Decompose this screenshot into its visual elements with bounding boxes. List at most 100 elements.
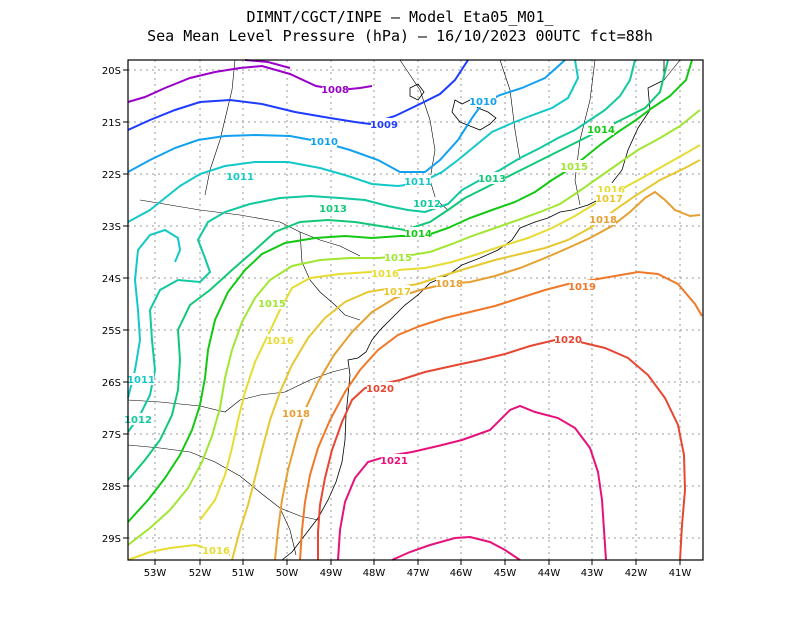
- contour-label: 1017: [595, 194, 623, 205]
- y-tick-label: 27S: [102, 430, 121, 441]
- x-tick-label: 46W: [450, 568, 473, 579]
- contour-label-bg: [372, 267, 398, 279]
- contour-label: 1010: [469, 97, 497, 108]
- x-tick-label: 47W: [407, 568, 430, 579]
- coastline-island: [451, 99, 497, 131]
- isobar-1020: [317, 338, 687, 561]
- isobar-1021: [391, 535, 521, 561]
- contour-label: 1008: [321, 85, 349, 96]
- contour-label: 1013: [478, 174, 506, 185]
- contour-label: 1018: [589, 215, 617, 226]
- contour-label: 1015: [560, 162, 588, 173]
- x-tick-label: 45W: [494, 568, 517, 579]
- x-tick-label: 49W: [320, 568, 343, 579]
- y-tick-label: 21S: [102, 118, 121, 129]
- contour-label: 1012: [413, 199, 441, 210]
- isobar-1013: [127, 59, 669, 481]
- contour-label: 1011: [127, 375, 155, 386]
- isobar-1011: [127, 59, 580, 223]
- contour-label: 1011: [404, 177, 432, 188]
- x-tick-label: 42W: [625, 568, 648, 579]
- contour-label-bg: [203, 544, 229, 556]
- contour-label-bg: [371, 118, 397, 130]
- contour-label-bg: [561, 160, 587, 172]
- contour-label: 1017: [383, 287, 411, 298]
- isobar-1014: [127, 59, 693, 523]
- contour-label-bg: [479, 172, 505, 184]
- x-tick-label: 53W: [144, 568, 167, 579]
- x-tick-label: 43W: [581, 568, 604, 579]
- contour-label-bg: [590, 213, 616, 225]
- contour-label: 1016: [597, 185, 625, 196]
- border-path: [279, 507, 297, 556]
- y-tick-label: 24S: [102, 274, 121, 285]
- y-tick-label: 22S: [102, 170, 121, 181]
- contour-label: 1012: [124, 415, 152, 426]
- isobar-1015: [127, 109, 701, 546]
- y-tick-label: 20S: [102, 66, 121, 77]
- contour-label-bg: [322, 83, 348, 95]
- border-path: [127, 444, 319, 521]
- contour-label-bg: [555, 333, 581, 345]
- contour-label: 1019: [568, 282, 596, 293]
- chart-title: DIMNT/CGCT/INPE – Model Eta05_M01_: [246, 8, 554, 26]
- y-tick-label: 23S: [102, 222, 121, 233]
- chart-subtitle: Sea Mean Level Pressure (hPa) – 16/10/20…: [147, 27, 653, 45]
- contour-label: 1016: [202, 546, 230, 557]
- contour-label: 1016: [266, 336, 294, 347]
- isobar-1009: [127, 59, 469, 131]
- isobar-1010: [127, 59, 566, 173]
- y-tick-label: 25S: [102, 326, 121, 337]
- contour-label-bg: [128, 373, 154, 385]
- contour-label: 1009: [370, 120, 398, 131]
- coastline-island: [409, 83, 425, 101]
- x-tick-label: 51W: [232, 568, 255, 579]
- contour-label: 1021: [380, 456, 408, 467]
- contour-label: 1014: [404, 229, 432, 240]
- contour-label: 1011: [226, 172, 254, 183]
- border-path: [663, 59, 681, 81]
- border-path: [299, 231, 361, 321]
- contour-label-bg: [267, 334, 293, 346]
- contour-label-bg: [569, 280, 595, 292]
- contour-label-bg: [436, 277, 462, 289]
- contour-label-bg: [588, 123, 614, 135]
- x-tick-label: 50W: [276, 568, 299, 579]
- axis-ticks: 53W 52W 51W 50W 49W 48W 47W 46W 45W 44W 43W 42W 41W 2…: [102, 66, 691, 579]
- contour-label-bg: [596, 192, 622, 204]
- isobar-1008: [244, 59, 291, 69]
- isobar-1012: [127, 59, 636, 433]
- contour-label: 1020: [554, 335, 582, 346]
- contour-label: 1015: [384, 253, 412, 264]
- contour-label: 1013: [319, 204, 347, 215]
- contour-label-bg: [470, 95, 496, 107]
- y-tick-label: 28S: [102, 482, 121, 493]
- contour-label-bg: [311, 135, 337, 147]
- contour-label: 1020: [366, 384, 394, 395]
- contour-label: 1016: [371, 269, 399, 280]
- y-tick-label: 26S: [102, 378, 121, 389]
- contour-label-bg: [405, 175, 431, 187]
- isobar-1011: [127, 228, 182, 399]
- grid-lines: [128, 60, 703, 560]
- contour-label-bg: [384, 285, 410, 297]
- contour-label-bg: [320, 202, 346, 214]
- isobar-1018: [274, 190, 701, 561]
- isobars: [127, 59, 703, 561]
- contour-label: 1014: [587, 125, 615, 136]
- contour-label-bg: [227, 170, 253, 182]
- plot-frame: [127, 59, 704, 561]
- contour-labels: 1008 1009 1010 1010 1011 1011 1011 1012 1012 1013…: [124, 83, 625, 557]
- x-tick-label: 52W: [189, 568, 212, 579]
- contour-label: 1018: [282, 409, 310, 420]
- y-tick-label: 29S: [102, 534, 121, 545]
- isobar-1021: [337, 404, 607, 561]
- x-tick-label: 41W: [669, 568, 692, 579]
- border-path: [499, 59, 521, 161]
- contour-label-bg: [414, 197, 440, 209]
- contour-label: 1015: [258, 299, 286, 310]
- contour-label-bg: [381, 454, 407, 466]
- contour-label: 1018: [435, 279, 463, 290]
- contour-label-bg: [367, 382, 393, 394]
- isobar-1019: [299, 270, 703, 561]
